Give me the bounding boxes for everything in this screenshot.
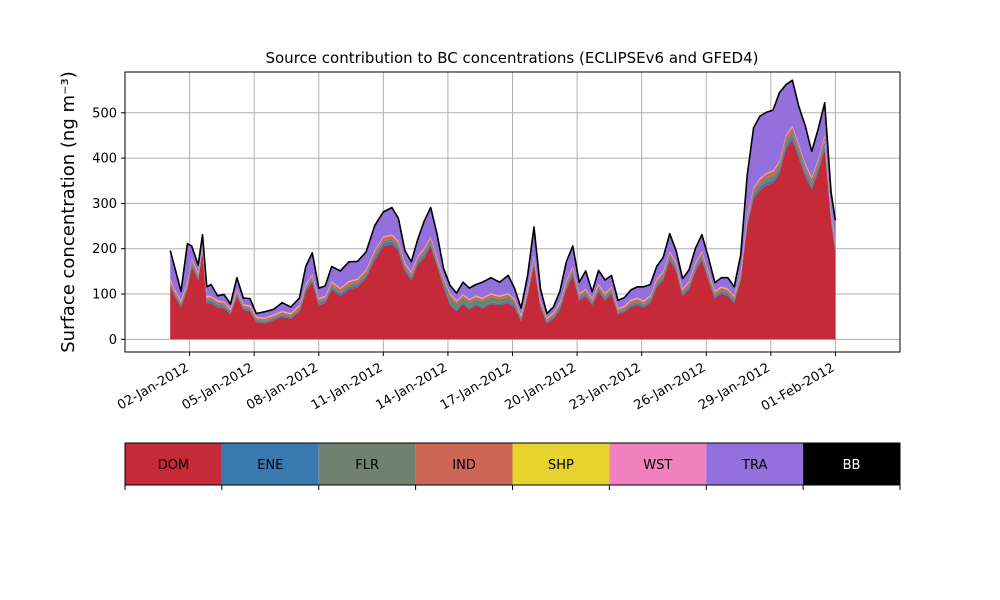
legend-label-wst: WST [643,458,672,473]
y-axis-ticks: 0 100 200 300 400 500 [92,106,125,348]
legend-label-dom: DOM [158,458,189,473]
legend-colorbar: DOM ENE FLR IND SHP WST TRA BB [124,442,901,490]
legend-swatch-ind [415,443,513,485]
y-tick-label: 300 [92,197,117,212]
y-tick-label: 200 [92,242,117,257]
legend-swatch-bb [803,443,900,485]
legend-label-ind: IND [452,458,476,473]
total-line [169,79,837,315]
legend-label-tra: TRA [741,458,767,473]
legend-label-flr: FLR [355,458,379,473]
total-concentration-line [169,79,837,315]
legend-swatch-dom [125,443,222,485]
chart-title: Source contribution to BC concentrations… [265,49,758,67]
legend-swatch-flr [318,443,416,485]
legend-swatch-tra [706,443,804,485]
y-tick-label: 100 [92,288,117,303]
legend-swatch-shp [512,443,610,485]
legend-swatch-ene [221,443,319,485]
legend-label-bb: BB [843,458,861,473]
legend-label-shp: SHP [548,458,574,473]
y-tick-label: 500 [92,106,117,121]
y-axis-label: Surface concentration (ng m⁻³) [58,71,79,353]
y-tick-label: 400 [92,152,117,167]
legend-swatch-wst [609,443,707,485]
y-tick-label: 0 [109,333,117,348]
legend-label-ene: ENE [257,458,283,473]
series-area-dom [170,140,836,340]
stacked-areas [170,80,836,340]
